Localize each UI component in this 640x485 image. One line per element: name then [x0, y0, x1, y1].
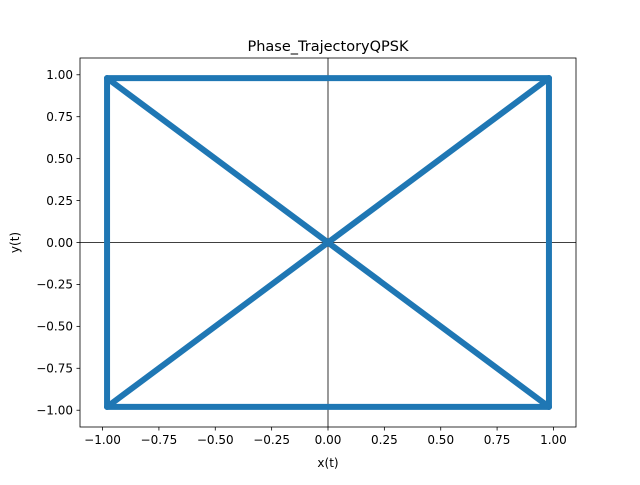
x-tick-label: −0.50 [197, 433, 234, 447]
y-tick-label: −0.25 [36, 278, 73, 292]
x-tick-label: −0.25 [253, 433, 290, 447]
y-tick-label: −1.00 [36, 404, 73, 418]
x-axis-label: x(t) [317, 456, 338, 470]
chart-title: Phase_TrajectoryQPSK [247, 39, 408, 55]
y-tick-label: −0.75 [36, 362, 73, 376]
y-tick-label: −0.50 [36, 320, 73, 334]
y-tick-label: 1.00 [46, 68, 73, 82]
y-tick-label: 0.25 [46, 194, 73, 208]
x-tick-label: 0.00 [315, 433, 342, 447]
y-axis-label: y(t) [8, 232, 22, 253]
y-tick-label: 0.50 [46, 152, 73, 166]
y-tick-label: 0.75 [46, 110, 73, 124]
x-tick-label: −0.75 [141, 433, 178, 447]
x-tick-label: 0.50 [427, 433, 454, 447]
trajectory-segment [104, 75, 552, 410]
x-tick-label: −1.00 [84, 433, 121, 447]
y-tick-label: 0.00 [46, 236, 73, 250]
x-tick-label: 1.00 [540, 433, 567, 447]
x-tick-label: 0.75 [484, 433, 511, 447]
x-tick-label: 0.25 [371, 433, 398, 447]
